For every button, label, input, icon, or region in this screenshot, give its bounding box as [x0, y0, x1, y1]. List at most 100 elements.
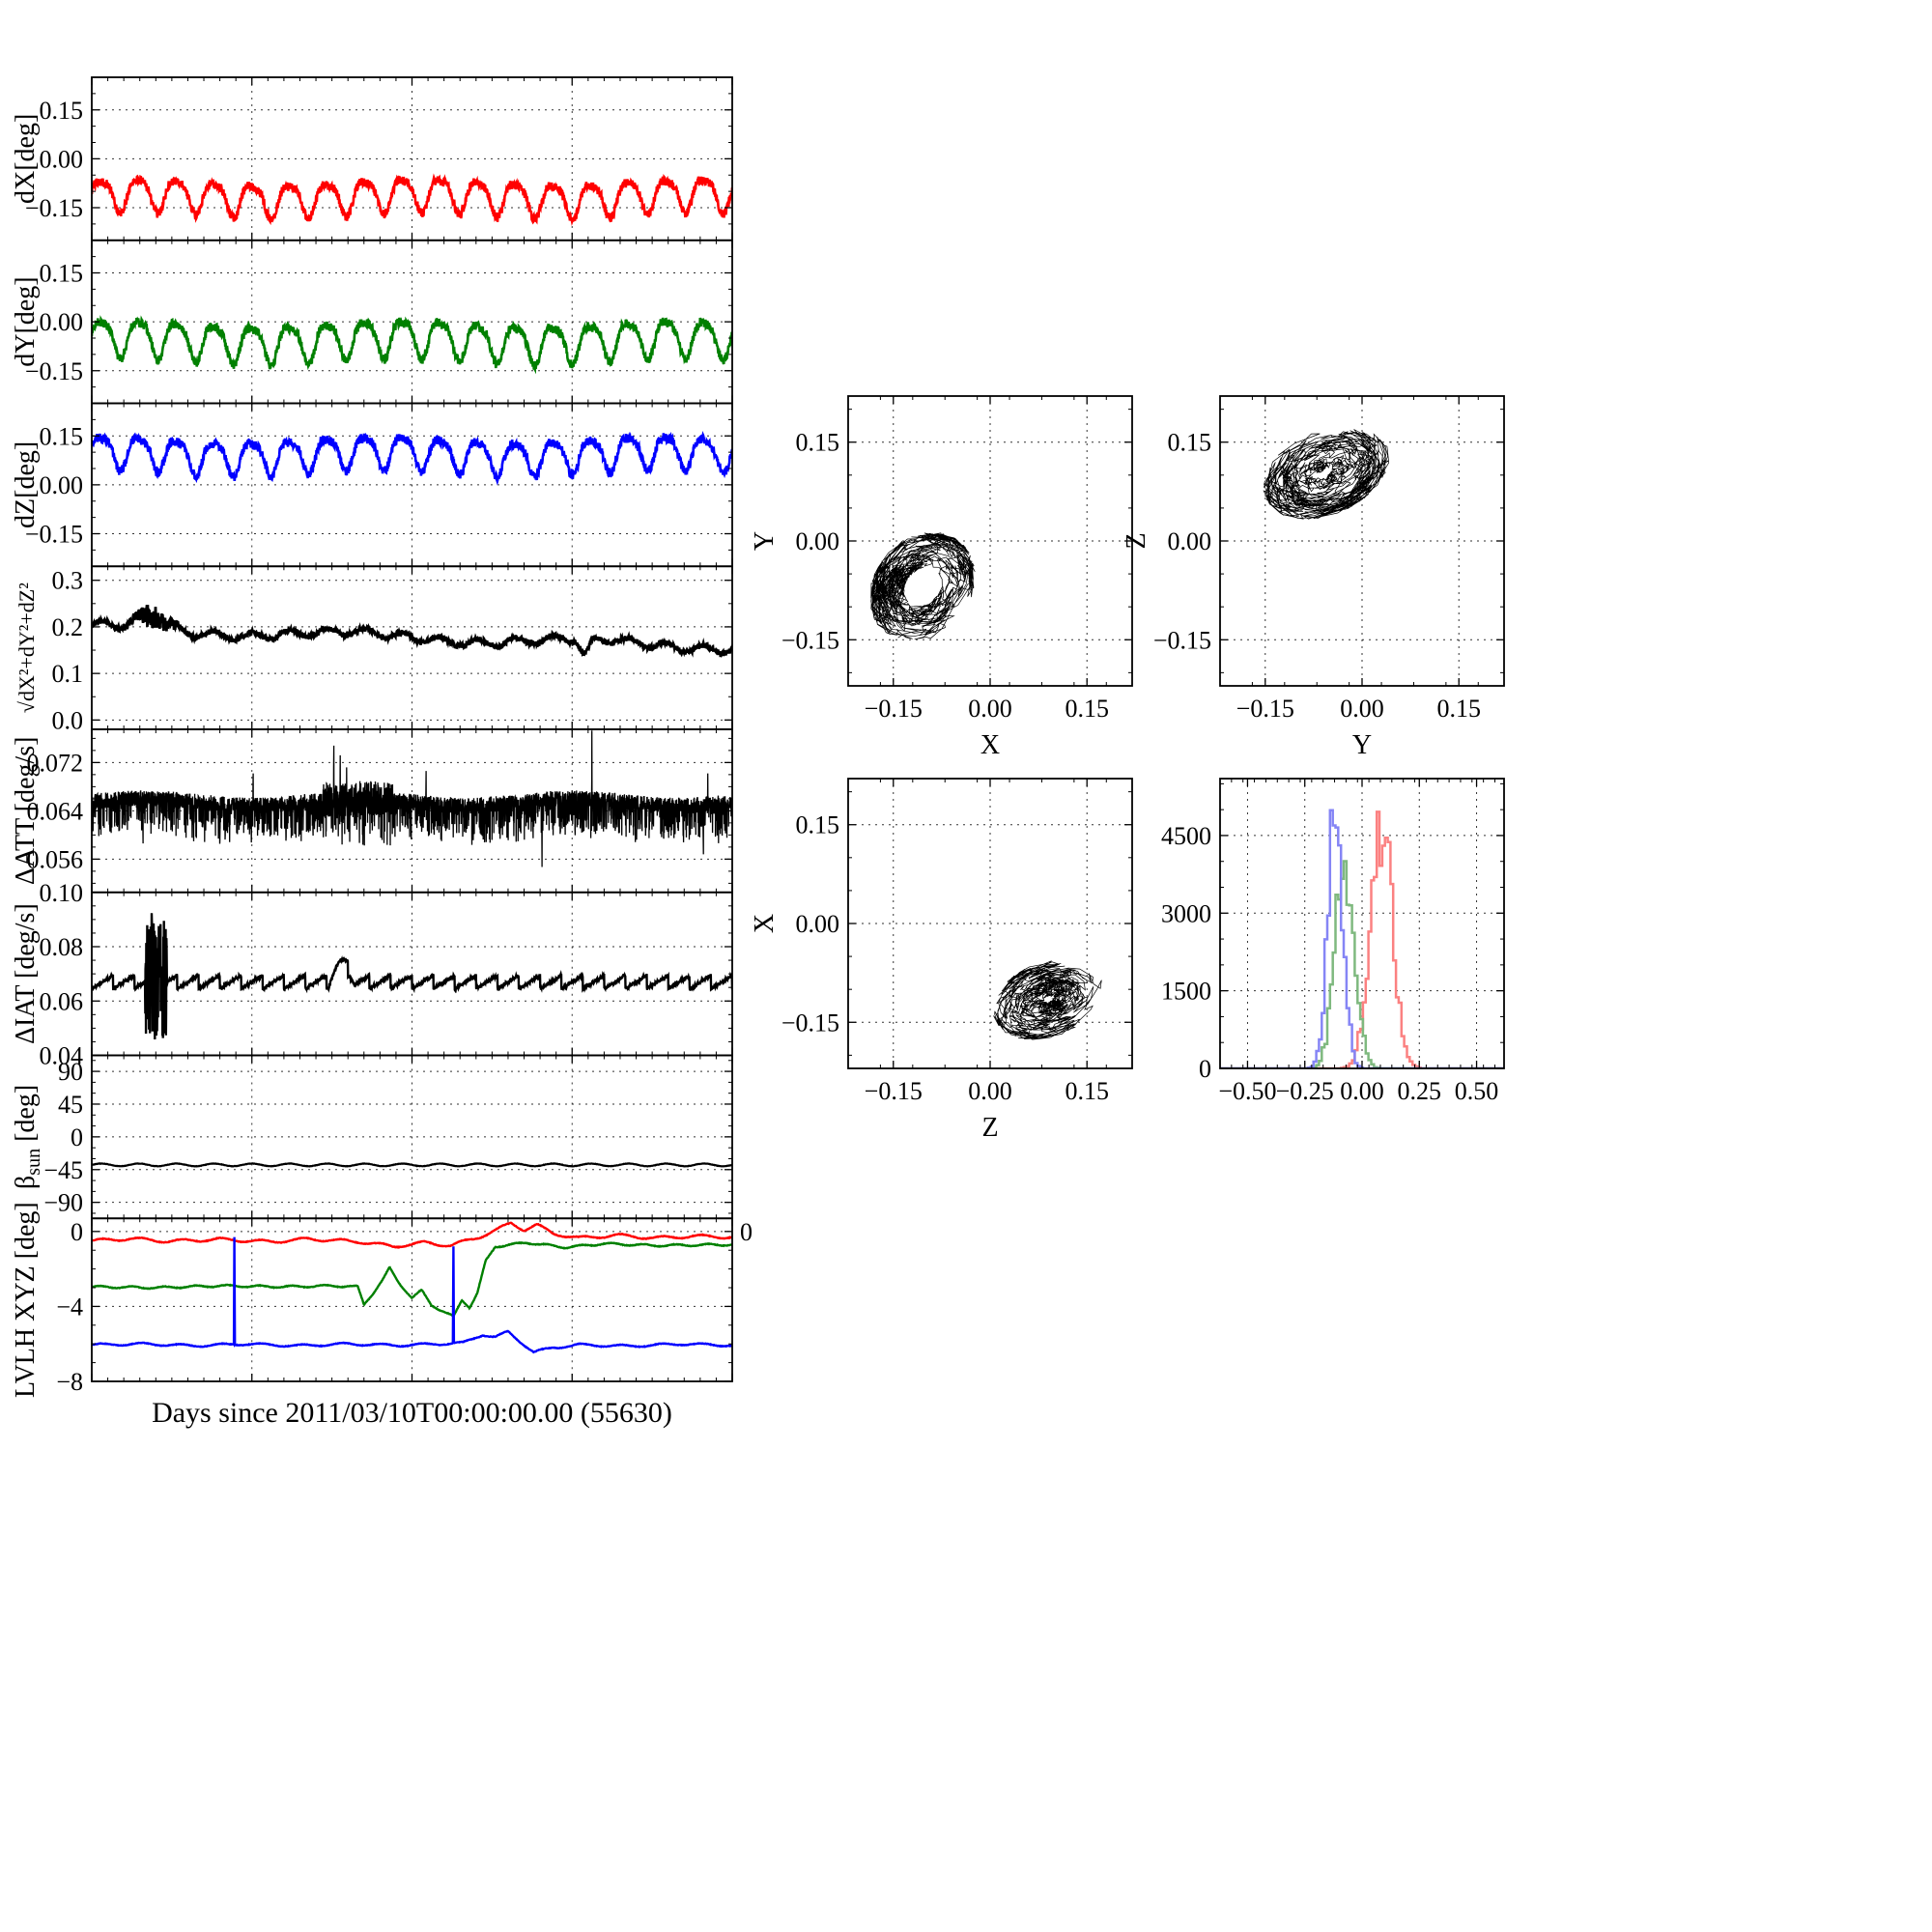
scatter-trace-xy	[870, 532, 976, 640]
y-tick-label: 45	[58, 1091, 83, 1119]
series-lvlh-y	[92, 1240, 732, 1318]
x-tick-label: 0.00	[1340, 695, 1384, 723]
series-dX	[92, 173, 732, 227]
y-tick-label: −0.15	[25, 521, 83, 549]
x-tick-label: −0.50	[1218, 1077, 1276, 1105]
x-axis-label: Days since 2011/03/10T00:00:00.00 (55630…	[152, 1397, 672, 1429]
x-tick-label: 0.00	[968, 1077, 1012, 1105]
y-tick-label: 0.1	[52, 660, 84, 688]
scatter-zx: −0.15 0.00 0.15 −0.15 0.00 0.15 Z X	[750, 778, 1133, 1143]
x-tick-label: 0.15	[1065, 695, 1109, 723]
x-tick-label: 0.50	[1455, 1077, 1499, 1105]
scatter-trace-yz	[1263, 429, 1390, 520]
y-tick-label: 0.15	[40, 97, 84, 125]
y-axis-label-magnitude: √dX²+dY²+dZ²	[14, 582, 39, 713]
hist-series-blue	[1220, 809, 1504, 1068]
y-tick-label: 0.00	[40, 145, 84, 173]
y-tick-label: 0.15	[796, 811, 840, 839]
y-tick-label: 0	[71, 1123, 83, 1151]
series-magnitude	[92, 605, 732, 659]
y-tick-label: 0.2	[52, 613, 84, 641]
y-axis-label-beta-sun: βsun [deg]	[11, 1085, 44, 1189]
y-tick-label: −0.15	[25, 357, 83, 385]
series-lvlh-z	[92, 1236, 732, 1354]
y-tick-label: −8	[56, 1368, 83, 1396]
y-tick-label: 90	[58, 1058, 83, 1086]
y-axis-label-xy: Y	[750, 531, 780, 551]
x-tick-label: −0.25	[1276, 1077, 1334, 1105]
y-tick-label: 0.04	[40, 1042, 84, 1070]
y-tick-label: 0.064	[27, 797, 84, 825]
hist-series-green	[1220, 860, 1504, 1068]
y-tick-label: 0.056	[27, 845, 84, 873]
y-tick-label: 1500	[1161, 978, 1211, 1006]
hist-series-red	[1220, 810, 1504, 1068]
y-tick-label: 0.072	[27, 749, 84, 777]
series-dZ	[92, 430, 732, 486]
y-axis-label-dIAT: ΔIAT [deg/s]	[11, 903, 41, 1044]
y-tick-label: −0.15	[1153, 626, 1211, 654]
y-tick-label: −0.15	[781, 1009, 839, 1037]
label-rest: [deg]	[11, 1085, 41, 1149]
y-tick-label: 0.0	[52, 706, 84, 734]
x-tick-label: −0.15	[865, 1077, 923, 1105]
y-tick-label: 0.15	[796, 429, 840, 457]
y-axis-label-yz: Z	[1122, 532, 1151, 549]
y-tick-label: 0.00	[40, 308, 84, 336]
x-tick-label: 0.00	[1340, 1077, 1384, 1105]
series-dY	[92, 315, 732, 375]
scatter-trace-zx	[993, 960, 1102, 1040]
y-axis-label-dZ: dZ[deg]	[11, 441, 41, 528]
y-tick-label-right: 0	[740, 1218, 753, 1246]
series-lvlh-x	[92, 1221, 732, 1249]
y-tick-label: 0.00	[796, 910, 840, 938]
y-axis-label-dATT: ΔATT [deg/s]	[11, 737, 41, 886]
x-tick-label: 0.15	[1436, 695, 1481, 723]
panel-magnitude: 0.3 0.2 0.1 0.0 √dX²+dY²+dZ²	[14, 565, 733, 734]
y-tick-label: 0.06	[40, 987, 84, 1015]
series-beta-sun	[92, 1162, 732, 1168]
y-tick-label: 0.15	[40, 260, 84, 288]
y-tick-label: −4	[56, 1293, 83, 1321]
series-dIAT	[92, 913, 732, 1040]
y-tick-label: 0.10	[40, 879, 84, 907]
y-axis-label-lvlh: LVLH XYZ [deg]	[11, 1202, 41, 1398]
y-tick-label: −0.15	[25, 194, 83, 222]
scatter-xy: −0.15 0.00 0.15 −0.15 0.00 0.15 X Y	[750, 395, 1133, 760]
y-tick-label: −0.15	[781, 626, 839, 654]
x-axis-label-yz: Y	[1352, 730, 1372, 760]
y-tick-label: 0.3	[52, 567, 84, 595]
y-tick-label: 0	[71, 1218, 83, 1246]
series-dATT	[92, 730, 732, 867]
y-tick-label: 3000	[1161, 899, 1211, 927]
x-tick-label: 0.15	[1065, 1077, 1109, 1105]
label-main: β	[11, 1176, 41, 1189]
scatter-yz: −0.15 0.00 0.15 −0.15 0.00 0.15 Y Z	[1122, 395, 1505, 760]
label-sub: sun	[23, 1149, 44, 1176]
y-tick-label: 0.15	[1168, 429, 1212, 457]
y-tick-label: 0.08	[40, 933, 84, 961]
x-tick-label: 0.00	[968, 695, 1012, 723]
y-tick-label: 0.00	[40, 471, 84, 499]
y-tick-label: 0.00	[796, 527, 840, 555]
x-tick-label: −0.15	[1236, 695, 1294, 723]
x-tick-label: −0.15	[865, 695, 923, 723]
y-tick-label: 0.15	[40, 422, 84, 450]
x-axis-label-zx: Z	[981, 1113, 998, 1143]
y-tick-label: 0.00	[1168, 527, 1212, 555]
panel-lvlh: 0 −4 −8 0 LVLH XYZ [deg]	[11, 1202, 753, 1398]
y-axis-label-dY: dY[deg]	[11, 276, 41, 366]
y-tick-label: 4500	[1161, 822, 1211, 850]
y-tick-label: −90	[43, 1189, 83, 1217]
x-axis-label-xy: X	[980, 730, 1000, 760]
x-tick-label: 0.25	[1398, 1077, 1442, 1105]
histogram-panel: 0 1500 3000 4500 −0.50 −0.25 0.00 0.25 0.50	[1161, 778, 1505, 1105]
